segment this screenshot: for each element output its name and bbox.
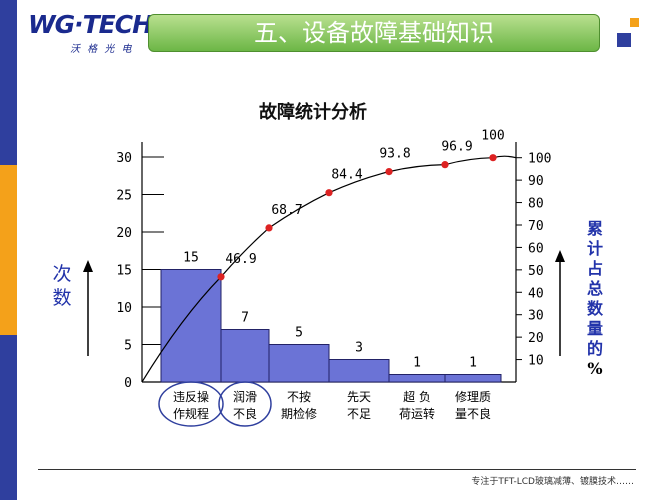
bar-value-label-5: 1 (469, 356, 477, 371)
cumulative-label-5: 100 (481, 129, 504, 144)
bar-value-label-0: 15 (183, 251, 199, 266)
y2-axis-label-char-5: 量 (587, 319, 603, 338)
y-tick-label-15: 15 (116, 264, 132, 279)
cumulative-line (141, 154, 517, 383)
y-axis-label-char-1: 数 (52, 287, 71, 309)
corner-square-orange (630, 18, 639, 27)
y-tick-label-25: 25 (116, 189, 132, 204)
category-label-1-1: 不良 (233, 406, 257, 421)
left-bar-blue-bottom (0, 335, 17, 500)
y2-axis-label-char-4: 数 (587, 299, 604, 318)
bar-value-label-1: 7 (241, 311, 249, 326)
cumulative-point-3 (385, 168, 393, 176)
category-label-0-1: 作规程 (173, 406, 209, 421)
left-bar-orange (0, 165, 17, 335)
y-tick-label-20: 20 (116, 226, 132, 241)
y-axis-label-arrowhead (83, 260, 93, 272)
category-label-1-0: 润滑 (233, 390, 257, 404)
y-axis-label: 次数 (52, 260, 93, 356)
category-label-5-0: 修理质 (455, 389, 491, 404)
y2-axis-label-char-0: 累 (587, 219, 603, 238)
category-label-3-1: 不足 (347, 407, 371, 421)
y2-tick-label-80: 80 (528, 197, 544, 212)
y2-axis-label-char-3: 总 (587, 279, 603, 298)
category-label-2-0: 不按 (287, 390, 311, 404)
category-highlight-0 (158, 381, 224, 427)
bar-value-label-3: 3 (355, 341, 363, 356)
y2-axis-label-char-1: 计 (587, 239, 603, 258)
y2-axis-label-char-7: % (587, 359, 602, 378)
cumulative-label-1: 68.7 (271, 203, 302, 218)
category-label-4-1: 荷运转 (399, 406, 435, 421)
footer-divider (38, 469, 636, 470)
cumulative-label-4: 96.9 (441, 140, 472, 155)
chart-title: 故障统计分析 (259, 101, 367, 123)
y-axis-label-char-0: 次 (52, 263, 71, 285)
logo-wordmark: WG·TECH (28, 10, 153, 39)
y2-tick-label-50: 50 (528, 264, 544, 279)
cumulative-point-1 (265, 224, 273, 232)
category-highlight-1 (218, 381, 272, 427)
y2-tick-label-40: 40 (528, 286, 544, 301)
bar-3 (328, 359, 390, 383)
left-bar-blue-top (0, 0, 17, 165)
category-label-3-0: 先天 (347, 390, 371, 404)
bar-1 (220, 329, 270, 383)
company-logo: WG·TECH 沃 格 光 电 (28, 10, 153, 58)
bar-2 (268, 344, 330, 383)
y-tick-label-10: 10 (116, 301, 132, 316)
y2-tick-label-60: 60 (528, 241, 544, 256)
y2-tick-label-20: 20 (528, 331, 544, 346)
y2-tick-label-10: 10 (528, 354, 544, 369)
y2-tick-label-70: 70 (528, 219, 544, 234)
cumulative-point-5 (489, 154, 497, 162)
slide-title: 五、设备故障基础知识 (148, 14, 600, 52)
y-tick-label-0: 0 (124, 376, 132, 391)
cumulative-label-3: 93.8 (379, 147, 410, 162)
left-accent-bar (0, 0, 17, 500)
y2-axis-label-char-6: 的 (587, 339, 603, 358)
y2-tick-label-100: 100 (528, 152, 551, 167)
category-label-5-1: 量不良 (455, 406, 491, 421)
bar-value-label-4: 1 (413, 356, 421, 371)
y2-axis-label-char-2: 占 (587, 259, 603, 278)
y2-tick-label-90: 90 (528, 174, 544, 189)
y-tick-label-30: 30 (116, 151, 132, 166)
category-label-0-0: 违反操 (173, 389, 209, 404)
corner-square-blue (617, 33, 631, 47)
footer-text: 专注于TFT-LCD玻璃减薄、镀膜技术…… (471, 477, 634, 487)
cumulative-point-0 (217, 273, 225, 281)
cumulative-point-4 (441, 161, 449, 169)
y2-axis-label-arrowhead (555, 250, 565, 262)
cumulative-point-2 (325, 189, 333, 197)
y2-tick-label-30: 30 (528, 309, 544, 324)
bar-value-label-2: 5 (295, 326, 303, 341)
cumulative-label-0: 46.9 (225, 252, 256, 267)
logo-subtitle: 沃 格 光 电 (70, 44, 134, 55)
cumulative-label-2: 84.4 (331, 168, 362, 183)
y-tick-label-5: 5 (124, 339, 132, 354)
category-label-2-1: 期检修 (281, 406, 317, 421)
bar-5 (444, 374, 502, 383)
bar-4 (388, 374, 446, 383)
category-label-4-0: 超 负 (403, 389, 431, 404)
